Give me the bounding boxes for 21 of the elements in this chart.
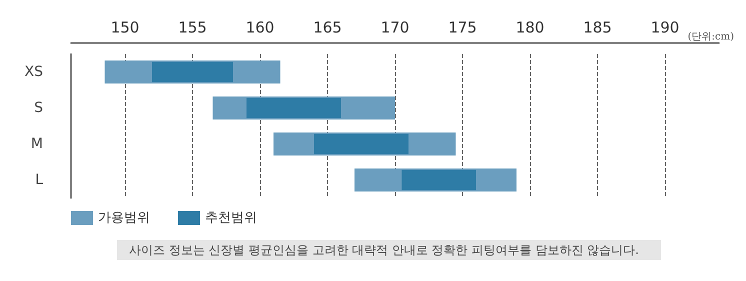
legend-label: 가용범위 xyxy=(98,210,150,226)
y-tick-label: S xyxy=(34,100,44,116)
bar xyxy=(314,134,408,154)
x-tick-label: 150 xyxy=(110,18,140,36)
bar xyxy=(246,98,341,118)
bar xyxy=(402,170,476,190)
x-tick-label: 155 xyxy=(178,18,207,36)
x-tick-label: 190 xyxy=(650,18,680,36)
x-tick-label: 165 xyxy=(313,18,342,36)
bar xyxy=(152,62,233,82)
text: (단위:cm) xyxy=(688,32,734,42)
y-tick-label: L xyxy=(35,172,44,188)
x-tick-label: 180 xyxy=(516,18,544,36)
y-tick-label: XS xyxy=(24,64,44,80)
x-tick-label: 175 xyxy=(448,18,477,36)
legend-label: 추천범위 xyxy=(205,210,257,226)
text: 사이즈 정보는 신장별 평균인심을 고려한 대략적 안내로 정확한 피팅여부를 담보하진 않습니다. xyxy=(129,243,639,257)
x-tick-label: 160 xyxy=(246,18,274,36)
y-tick-label: M xyxy=(30,136,43,152)
x-tick-label: 185 xyxy=(583,18,612,36)
x-tick-label: 170 xyxy=(380,18,410,36)
